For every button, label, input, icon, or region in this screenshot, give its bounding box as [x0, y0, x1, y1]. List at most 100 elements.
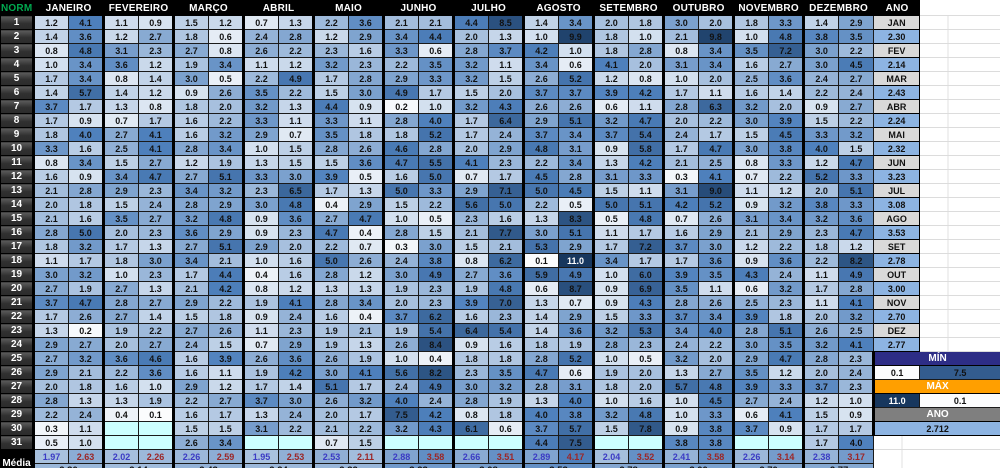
data-cell[interactable]: 2.3: [488, 309, 525, 324]
ano-month-label[interactable]: ABR: [873, 99, 921, 114]
data-cell[interactable]: 2.5: [102, 141, 140, 156]
data-cell[interactable]: 0.7: [348, 239, 385, 254]
data-cell[interactable]: 2.0: [628, 365, 665, 380]
data-cell[interactable]: 4.7: [67, 295, 105, 310]
data-cell[interactable]: 1.3: [102, 99, 140, 114]
data-cell[interactable]: 1.8: [172, 99, 210, 114]
data-cell[interactable]: 3.6: [558, 323, 595, 338]
empty-cell[interactable]: [242, 435, 280, 450]
day-row-header[interactable]: 12: [0, 169, 34, 184]
day-row-header[interactable]: 1: [0, 15, 34, 30]
data-cell[interactable]: 1.7: [662, 253, 700, 268]
data-cell[interactable]: 0.7: [242, 337, 280, 352]
ano-month-value[interactable]: 2.30: [873, 29, 921, 44]
data-cell[interactable]: 6.2: [488, 253, 525, 268]
data-cell[interactable]: 3.3: [802, 127, 840, 142]
data-cell[interactable]: 1.6: [278, 253, 315, 268]
data-cell[interactable]: 2.3: [838, 379, 875, 394]
data-cell[interactable]: 1.1: [628, 99, 665, 114]
data-cell[interactable]: 4.2: [278, 365, 315, 380]
data-cell[interactable]: 2.7: [312, 211, 350, 226]
data-cell[interactable]: 1.8: [102, 253, 140, 268]
data-cell[interactable]: 4.3: [418, 421, 455, 436]
data-cell[interactable]: 3.2: [208, 127, 245, 142]
day-row-header[interactable]: 3: [0, 43, 34, 58]
data-cell[interactable]: 3.7: [382, 309, 420, 324]
data-cell[interactable]: 1.8: [592, 43, 630, 58]
min-summary-value[interactable]: 7.5: [919, 365, 1000, 380]
data-cell[interactable]: 3.7: [802, 379, 840, 394]
data-cell[interactable]: 4.7: [628, 113, 665, 128]
data-cell[interactable]: 3.4: [698, 309, 735, 324]
data-cell[interactable]: 0.8: [102, 71, 140, 86]
day-row-header[interactable]: 28: [0, 393, 34, 408]
data-cell[interactable]: 1.1: [802, 267, 840, 282]
data-cell[interactable]: 4.5: [698, 393, 735, 408]
data-cell[interactable]: 2.4: [662, 337, 700, 352]
data-cell[interactable]: 2.2: [278, 85, 315, 100]
data-cell[interactable]: 0.6: [208, 29, 245, 44]
data-cell[interactable]: 3.4: [208, 435, 245, 450]
data-cell[interactable]: 3.6: [768, 71, 805, 86]
data-cell[interactable]: 1.2: [208, 379, 245, 394]
data-cell[interactable]: 1.5: [208, 421, 245, 436]
data-cell[interactable]: 5.1: [208, 169, 245, 184]
data-cell[interactable]: 1.9: [592, 365, 630, 380]
data-cell[interactable]: 0.5: [592, 211, 630, 226]
data-cell[interactable]: 0.6: [592, 99, 630, 114]
data-cell[interactable]: 3.2: [838, 309, 875, 324]
data-cell[interactable]: 2.9: [278, 337, 315, 352]
data-cell[interactable]: 4.5: [768, 127, 805, 142]
data-cell[interactable]: 2.6: [558, 99, 595, 114]
filler-cell[interactable]: [919, 281, 1000, 296]
data-cell[interactable]: 3.5: [102, 211, 140, 226]
data-cell[interactable]: 0.6: [558, 57, 595, 72]
data-cell[interactable]: 1.2: [208, 15, 245, 30]
data-cell[interactable]: 2.7: [102, 309, 140, 324]
data-cell[interactable]: 1.0: [382, 351, 420, 366]
day-row-header[interactable]: 31: [0, 435, 34, 450]
data-cell[interactable]: 4.3: [628, 295, 665, 310]
data-cell[interactable]: 4.1: [138, 141, 175, 156]
data-cell[interactable]: 4.0: [418, 113, 455, 128]
data-cell[interactable]: 4.0: [558, 393, 595, 408]
data-cell[interactable]: 2.4: [382, 379, 420, 394]
data-cell[interactable]: 4.0: [67, 127, 105, 142]
filler-cell[interactable]: [919, 197, 1000, 212]
data-cell[interactable]: 3.8: [418, 253, 455, 268]
media-month-cell[interactable]: 3.23: [382, 463, 455, 468]
data-cell[interactable]: 2.3: [278, 225, 315, 240]
data-cell[interactable]: 1.9: [382, 323, 420, 338]
data-cell[interactable]: 0.9: [348, 99, 385, 114]
data-cell[interactable]: 0.4: [102, 407, 140, 422]
data-cell[interactable]: 2.9: [172, 295, 210, 310]
ano-month-label[interactable]: OUT: [873, 267, 921, 282]
data-cell[interactable]: 1.7: [418, 85, 455, 100]
data-cell[interactable]: 2.8: [662, 295, 700, 310]
data-cell[interactable]: 3.4: [172, 253, 210, 268]
data-cell[interactable]: 0.6: [522, 281, 560, 296]
data-cell[interactable]: 3.6: [838, 211, 875, 226]
data-cell[interactable]: 1.4: [32, 85, 69, 100]
data-cell[interactable]: 1.3: [348, 337, 385, 352]
filler-cell[interactable]: [919, 309, 1000, 324]
data-cell[interactable]: 3.5: [312, 127, 350, 142]
data-cell[interactable]: 3.3: [628, 169, 665, 184]
data-cell[interactable]: 3.0: [662, 15, 700, 30]
data-cell[interactable]: 1.7: [67, 99, 105, 114]
data-cell[interactable]: 0.9: [242, 211, 280, 226]
data-cell[interactable]: 2.7: [768, 57, 805, 72]
data-cell[interactable]: 3.5: [768, 337, 805, 352]
data-cell[interactable]: 1.4: [32, 29, 69, 44]
data-cell[interactable]: 2.4: [802, 71, 840, 86]
data-cell[interactable]: 3.0: [172, 71, 210, 86]
ano-month-label[interactable]: FEV: [873, 43, 921, 58]
data-cell[interactable]: 1.1: [732, 183, 770, 198]
data-cell[interactable]: 1.5: [592, 309, 630, 324]
data-cell[interactable]: 3.4: [67, 155, 105, 170]
media-month-cell[interactable]: 3.08: [452, 463, 525, 468]
data-cell[interactable]: 5.7: [558, 421, 595, 436]
data-cell[interactable]: 4.1: [138, 127, 175, 142]
data-cell[interactable]: 1.2: [802, 393, 840, 408]
data-cell[interactable]: 2.1: [382, 15, 420, 30]
